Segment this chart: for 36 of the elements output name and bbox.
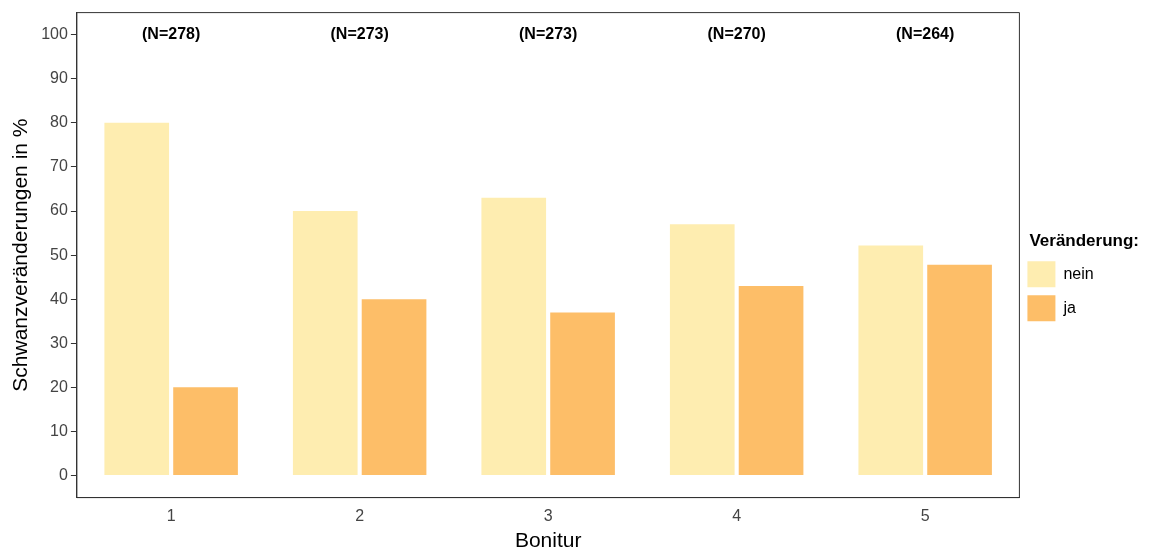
annotation: (N=273) (330, 25, 389, 43)
bar (669, 224, 735, 476)
x-tick-label: 2 (355, 506, 365, 524)
x-axis-title: Bonitur (514, 528, 582, 552)
bar (173, 387, 238, 476)
y-tick-label: 40 (50, 289, 68, 307)
annotation: (N=273) (519, 25, 578, 43)
bar (361, 299, 427, 476)
y-tick-label: 0 (58, 465, 68, 483)
legend-title: Veränderung: (1029, 230, 1140, 250)
annotation: (N=278) (142, 25, 201, 43)
bar (550, 312, 615, 476)
x-tick-label: 1 (166, 506, 176, 524)
y-tick-label: 10 (50, 421, 68, 439)
x-tick-label: 5 (920, 506, 930, 524)
annotation: (N=270) (707, 25, 766, 43)
legend-label: nein (1063, 264, 1094, 282)
y-tick-label: 70 (50, 157, 68, 175)
bar (858, 245, 924, 476)
annotation: (N=264) (896, 25, 955, 43)
y-tick-label: 20 (50, 377, 68, 395)
bar (104, 122, 170, 476)
y-tick-label: 100 (41, 25, 68, 43)
bar (927, 264, 992, 476)
legend-label: ja (1062, 298, 1076, 316)
y-tick-label: 30 (50, 333, 68, 351)
x-tick-label: 4 (732, 506, 742, 524)
bar (481, 197, 547, 476)
y-tick-label: 80 (50, 113, 68, 131)
y-tick-label: 50 (50, 245, 68, 263)
bar (738, 285, 804, 476)
y-tick-label: 60 (50, 201, 68, 219)
bar (292, 211, 358, 476)
y-tick-label: 90 (50, 69, 68, 87)
x-tick-label: 3 (543, 506, 553, 524)
y-axis-title: Schwanzveränderungen in % (8, 118, 32, 392)
